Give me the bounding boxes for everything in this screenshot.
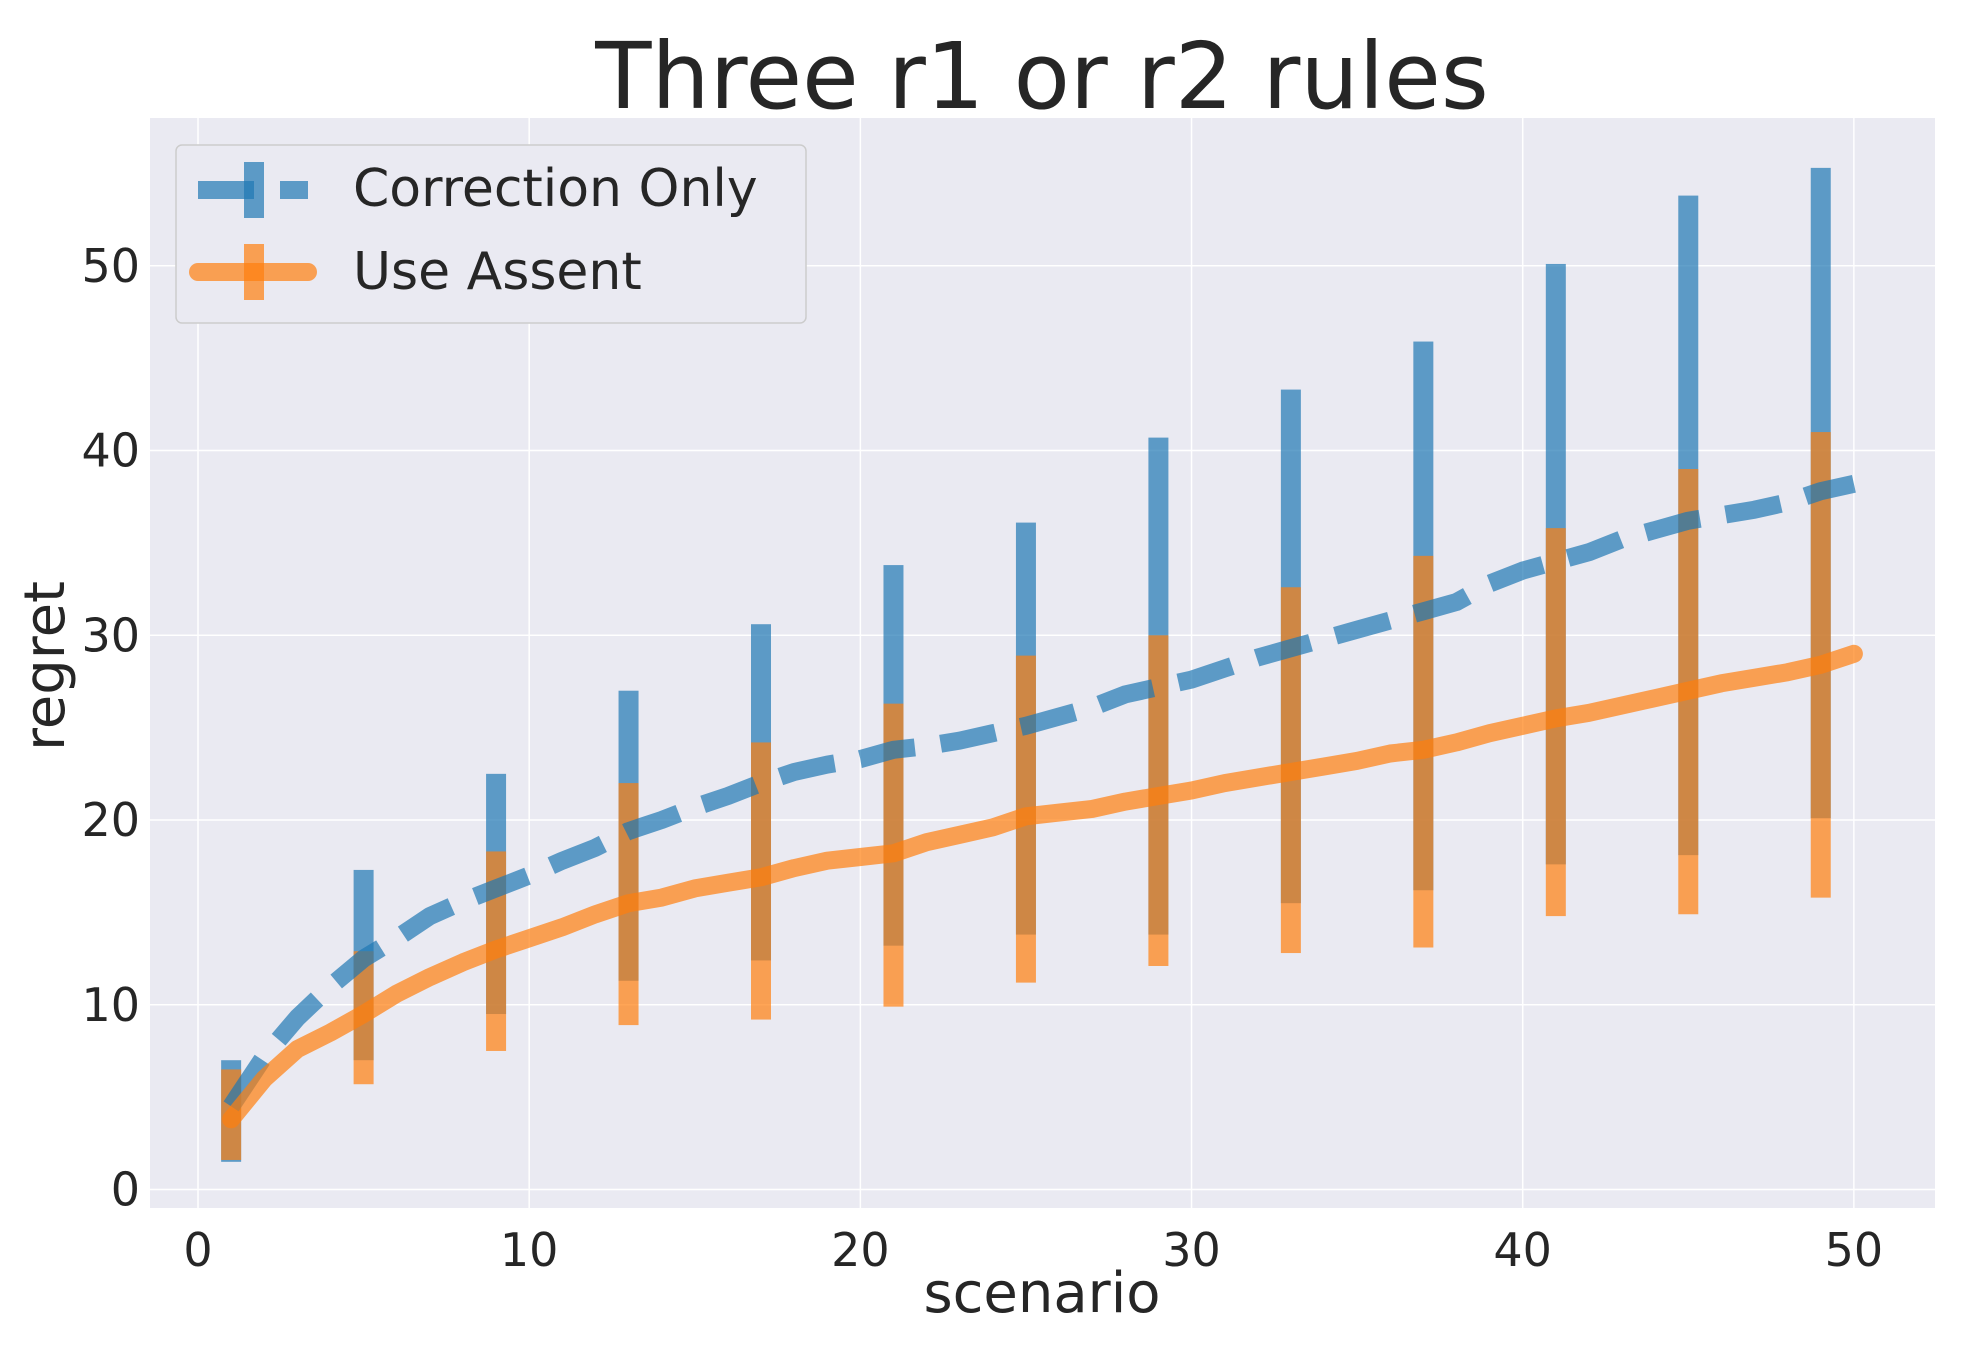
legend-label-use-assent: Use Assent [353, 242, 642, 302]
y-tick-label: 10 [81, 978, 140, 1032]
y-tick-label: 20 [81, 793, 140, 847]
legend-errorbar-use-assent [244, 244, 264, 300]
legend-errorbar-correction-only [244, 162, 264, 218]
legend-swatch-use-assent [189, 244, 317, 300]
legend-box [175, 144, 807, 324]
y-tick-label: 0 [111, 1163, 140, 1217]
legend-item-use-assent: Use Assent [189, 242, 642, 302]
series-lines [222, 475, 1863, 1129]
x-axis-label: scenario [923, 1261, 1160, 1326]
tick-labels: 0 10 20 30 40 50 0 10 20 30 40 50 [81, 239, 1883, 1277]
legend: Correction Only Use Assent [175, 144, 807, 324]
legend-item-correction-only: Correction Only [198, 159, 758, 219]
y-axis-label: regret [13, 581, 78, 751]
x-tick-label: 10 [500, 1223, 559, 1277]
legend-label-correction-only: Correction Only [353, 159, 758, 219]
legend-swatch-correction-only [198, 162, 308, 218]
x-tick-label: 50 [1825, 1223, 1884, 1277]
line-correction-only [223, 475, 1856, 1112]
grid [150, 118, 1935, 1208]
line-use-assent [222, 644, 1863, 1129]
x-tick-label: 40 [1493, 1223, 1552, 1277]
y-tick-label: 40 [81, 424, 140, 478]
x-tick-label: 30 [1162, 1223, 1221, 1277]
chart-title: Three r1 or r2 rules [594, 23, 1489, 130]
x-tick-label: 0 [183, 1223, 212, 1277]
x-tick-label: 20 [831, 1223, 890, 1277]
y-tick-label: 50 [81, 239, 140, 293]
y-tick-label: 30 [81, 608, 140, 662]
